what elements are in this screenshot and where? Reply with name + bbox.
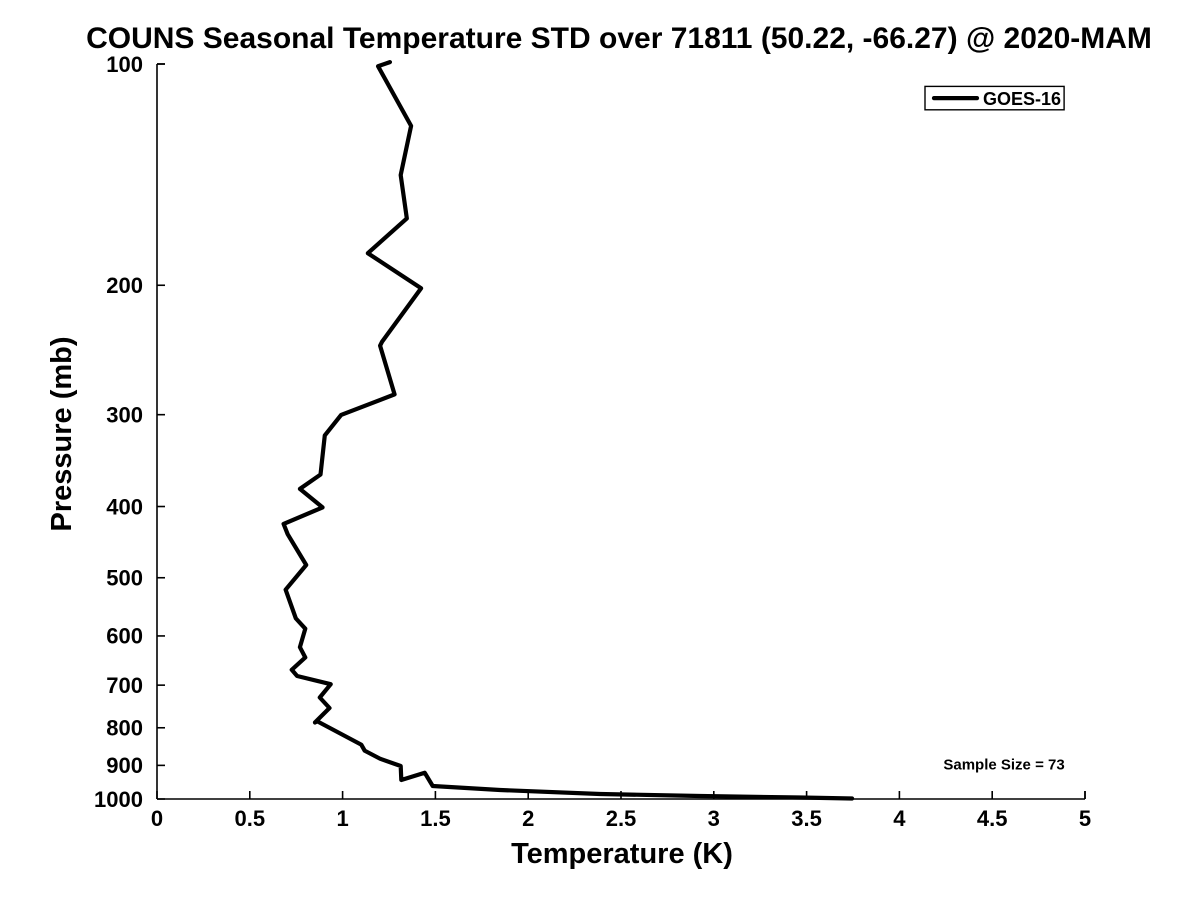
svg-text:1.5: 1.5 <box>420 806 451 831</box>
svg-text:0.5: 0.5 <box>235 806 266 831</box>
svg-text:Pressure (mb): Pressure (mb) <box>46 336 78 531</box>
svg-text:200: 200 <box>106 273 143 298</box>
svg-text:100: 100 <box>106 52 143 77</box>
svg-text:2.5: 2.5 <box>606 806 637 831</box>
svg-text:GOES-16: GOES-16 <box>983 89 1061 109</box>
svg-text:800: 800 <box>106 716 143 741</box>
svg-text:4.5: 4.5 <box>977 806 1008 831</box>
svg-text:Temperature (K): Temperature (K) <box>511 838 733 870</box>
svg-text:5: 5 <box>1079 806 1091 831</box>
svg-text:Sample Size = 73: Sample Size = 73 <box>943 757 1064 774</box>
svg-text:4: 4 <box>893 806 906 831</box>
svg-text:700: 700 <box>106 673 143 698</box>
svg-text:1000: 1000 <box>94 787 143 812</box>
svg-text:3.5: 3.5 <box>791 806 822 831</box>
svg-text:400: 400 <box>106 494 143 519</box>
svg-text:0: 0 <box>151 806 163 831</box>
svg-text:2: 2 <box>522 806 534 831</box>
svg-text:500: 500 <box>106 566 143 591</box>
svg-text:COUNS Seasonal Temperature STD: COUNS Seasonal Temperature STD over 7181… <box>86 22 1152 55</box>
svg-text:3: 3 <box>708 806 720 831</box>
svg-text:1: 1 <box>336 806 348 831</box>
svg-text:600: 600 <box>106 624 143 649</box>
svg-text:300: 300 <box>106 403 143 428</box>
svg-text:900: 900 <box>106 753 143 778</box>
